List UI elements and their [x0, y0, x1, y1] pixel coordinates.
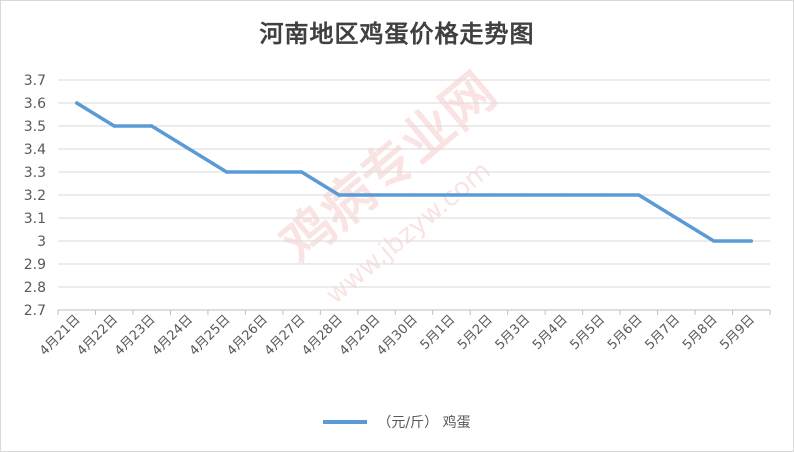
data-point	[562, 193, 566, 197]
x-tick-label: 5月3日	[493, 312, 534, 353]
x-tick-label: 5月5日	[568, 312, 609, 353]
x-axis: 4月21日4月22日4月23日4月24日4月25日4月26日4月27日4月28日…	[37, 310, 771, 359]
x-tick-label: 4月23日	[112, 312, 159, 359]
x-tick-label: 4月25日	[187, 312, 234, 359]
y-tick-label: 3.5	[24, 119, 46, 135]
data-point	[150, 124, 154, 128]
x-tick-label: 4月30日	[374, 312, 421, 359]
data-point	[674, 216, 678, 220]
data-point	[412, 193, 416, 197]
legend-swatch	[323, 420, 368, 424]
x-tick-label: 5月6日	[605, 312, 646, 353]
chart-title: 河南地区鸡蛋价格走势图	[259, 19, 535, 48]
data-point	[299, 170, 304, 174]
x-tick-label: 4月22日	[74, 312, 121, 359]
y-tick-label: 3.2	[24, 188, 46, 204]
y-tick-label: 3	[37, 234, 46, 250]
legend-label: （元/斤） 鸡蛋	[377, 415, 471, 431]
legend: （元/斤） 鸡蛋	[0, 410, 794, 434]
x-tick-label: 4月26日	[224, 312, 271, 359]
data-point	[599, 193, 603, 197]
watermark: 鸡病专业网 www.jbzyw.com	[269, 61, 507, 310]
y-axis: 2.7 2.8 2.9 3 3.1 3.2 3.3 3.4 3.5 3.6 3.7	[24, 73, 46, 319]
y-tick-label: 2.8	[24, 280, 46, 296]
y-tick-label: 3.7	[24, 73, 46, 89]
y-tick-label: 2.7	[24, 303, 46, 319]
x-tick-label: 4月28日	[299, 312, 346, 359]
x-tick-label: 5月9日	[717, 312, 758, 353]
data-point	[712, 239, 716, 243]
x-tick-label: 5月1日	[418, 312, 459, 353]
x-tick-label: 4月27日	[262, 312, 309, 359]
x-tick-label: 4月21日	[37, 312, 84, 359]
data-point	[749, 239, 753, 243]
x-tick-label: 5月7日	[642, 312, 683, 353]
y-tick-label: 2.9	[24, 257, 46, 273]
series-group	[74, 101, 754, 243]
data-point	[374, 193, 379, 197]
x-tick-label: 4月29日	[337, 312, 384, 359]
data-point	[225, 170, 229, 174]
data-point	[75, 101, 79, 105]
data-point	[637, 193, 641, 197]
data-point	[262, 170, 266, 174]
grid-lines	[58, 79, 770, 311]
data-point	[449, 193, 454, 197]
y-tick-label: 3.4	[24, 142, 46, 158]
y-tick-label: 3.3	[24, 165, 46, 181]
x-tick-label: 4月24日	[149, 312, 196, 359]
data-point	[524, 193, 529, 197]
y-tick-label: 3.6	[24, 96, 46, 112]
data-point	[337, 193, 341, 197]
data-point	[187, 147, 191, 151]
x-tick-label: 5月8日	[680, 312, 721, 353]
data-point	[487, 193, 491, 197]
y-tick-label: 3.1	[24, 211, 46, 227]
data-point	[112, 124, 116, 128]
x-tick-label: 5月4日	[530, 312, 571, 353]
x-tick-label: 5月2日	[455, 312, 496, 353]
